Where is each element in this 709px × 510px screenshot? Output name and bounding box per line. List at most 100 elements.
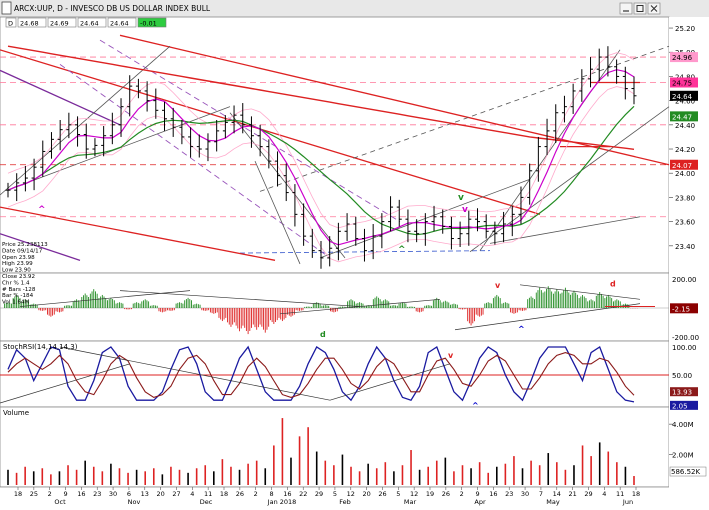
price-bar [83,123,89,159]
price-bar [31,158,37,191]
day-label: 2 [254,490,258,498]
trend-line [0,69,121,126]
trend-line [489,216,641,244]
price-bar [396,199,402,227]
header-bar [0,0,709,17]
price-bar [118,98,124,137]
trend-line [19,106,231,186]
price-bar [109,112,115,145]
trend-line [259,45,670,192]
symbol-title: ARCX:UUP, D - INVESCO DB US DOLLAR INDEX… [14,4,211,13]
day-label: 11 [616,490,624,498]
osc-trend-line [19,290,191,307]
info-line: Bar % -184 [2,293,34,299]
info-line: Close 23.92 [2,274,35,280]
osc-trend-line [279,298,441,315]
day-label: 16 [489,490,497,498]
oscillator-panel [0,272,670,342]
trend-line [99,39,401,222]
stochrsi-panel [0,340,670,408]
price-bar [501,211,507,243]
price-tick-label: 25.20 [675,25,695,33]
price-bar [75,116,81,147]
info-line: High 23.99 [2,261,33,267]
price-bar [388,196,394,232]
header-value-box [47,17,77,28]
price-bar [188,127,194,158]
price-tag-label: 24.64 [672,93,693,101]
price-bar [535,136,541,182]
osc-annotation: d [610,279,616,288]
info-line: Price 25.238113 [2,242,48,248]
price-bar [66,112,72,139]
price-bar [5,182,11,198]
day-label: 26 [442,490,450,498]
price-bar [353,216,359,246]
header-value: 24.69 [50,20,69,28]
header-value-box [137,17,167,28]
day-label: 11 [204,490,212,498]
price-bar [553,104,559,143]
day-label: 19 [426,490,434,498]
price-bar [240,103,246,134]
price-bar [214,119,220,152]
volume-tick-label: 2.00M [672,452,694,460]
price-bar [475,208,480,232]
stoch-trend-line [329,363,451,401]
price-bar [570,83,576,114]
price-tag [670,52,698,63]
trend-line [0,49,541,215]
price-bar [509,205,515,237]
price-tick-label: 23.60 [675,219,695,227]
price-bar [135,78,141,99]
osc-annotation: d [320,330,326,339]
price-bar [448,216,454,250]
day-label: 16 [283,490,291,498]
price-bar [57,119,63,151]
day-label: 18 [220,490,228,498]
price-bar [588,57,594,88]
day-label: 30 [109,490,117,498]
price-bar [283,163,289,202]
minimize-button[interactable] [619,2,633,15]
price-bar [431,205,437,232]
price-tag-label: 24.96 [672,54,693,62]
price-bar [162,101,167,131]
month-label: May [546,498,560,506]
price-tag-label: 24.75 [672,79,692,87]
header-value-box [107,17,137,28]
volume-label: Volume [3,409,29,417]
price-tick-label: 24.00 [675,170,695,178]
volume-value-label: 586.52K [671,468,700,476]
stoch-value-label: 2.05 [672,402,688,410]
close-icon [650,5,658,12]
price-tag-label: 24.47 [672,113,692,121]
price-tag [670,111,698,122]
day-label: 4 [602,490,606,498]
day-label: 9 [63,490,67,498]
price-annotation: v [458,193,464,203]
day-label: 23 [505,490,513,498]
trend-line [0,45,171,196]
day-label: 20 [156,490,164,498]
price-bar [127,75,133,117]
price-bar [379,213,385,249]
month-label: Jun [622,498,633,506]
price-annotation: v [462,205,468,215]
trend-line [0,206,276,261]
day-label: 20 [362,490,370,498]
month-label: Feb [339,498,351,506]
header-value: 24.68 [20,20,39,28]
price-bar [614,59,620,84]
price-bar [344,213,350,241]
price-tag [670,90,698,101]
day-label: 25 [30,490,38,498]
price-bar [205,133,211,162]
price-bar [144,81,150,112]
price-bar [292,184,298,227]
price-bar [631,76,637,105]
time-axis [0,487,709,506]
maximize-button[interactable] [633,2,647,15]
day-label: 21 [568,490,576,498]
price-bar [153,88,159,119]
